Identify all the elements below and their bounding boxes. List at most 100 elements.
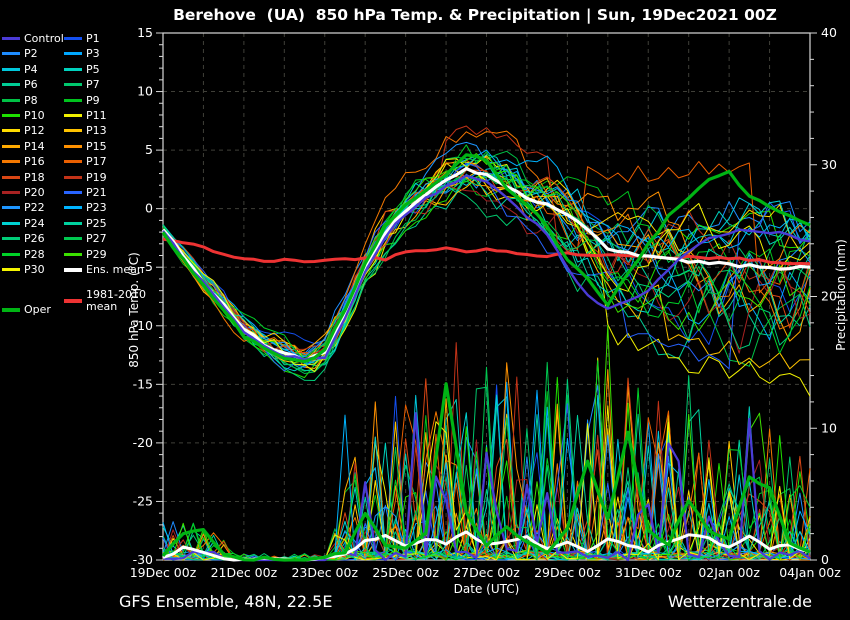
legend-label: P18 [24, 170, 45, 184]
legend-item-member: P12 [2, 125, 45, 136]
legend-item-member: P11 [64, 110, 107, 121]
legend-swatch [64, 298, 82, 303]
legend-swatch [64, 237, 82, 241]
legend-label: P17 [86, 155, 107, 169]
legend-swatch [64, 67, 82, 71]
legend-item-member: P15 [64, 141, 107, 152]
legend-item-member: P27 [64, 233, 107, 244]
legend-label: P8 [24, 93, 38, 107]
legend-label: P15 [86, 139, 107, 153]
legend-label: P7 [86, 78, 100, 92]
legend-label: P24 [24, 216, 45, 230]
temp-member-line [162, 130, 811, 356]
chart-title: Berehove (UA) 850 hPa Temp. & Precipitat… [173, 6, 777, 24]
y-left-tick-label: -5 [141, 259, 153, 274]
y-left-tick-label: -20 [133, 435, 153, 450]
legend-item-member: P23 [64, 202, 107, 213]
legend-label: P25 [86, 216, 107, 230]
legend-swatch [64, 175, 82, 179]
x-tick-label: 29Dec 00z [534, 565, 601, 580]
legend-swatch [64, 52, 82, 56]
legend-label: P16 [24, 155, 45, 169]
legend-label: P3 [86, 47, 100, 61]
legend-swatch [2, 191, 20, 194]
legend-swatch [64, 206, 82, 210]
legend-item-clim-mean: 1981-2010 mean [64, 288, 146, 313]
legend-label: Control [24, 32, 64, 45]
legend-swatch [64, 37, 82, 40]
y-right-tick-label: 40 [821, 25, 837, 40]
legend-swatch [64, 160, 82, 164]
legend-item-member: P3 [64, 48, 100, 59]
legend-swatch [64, 267, 82, 272]
legend-label: P29 [86, 247, 107, 261]
legend-swatch [2, 67, 20, 71]
y-left-tick-label: 0 [145, 201, 153, 216]
legend-item-member: P8 [2, 95, 38, 106]
left-axis-label: 850 hPa Temp. (°C) [127, 252, 141, 368]
temp-member-line [162, 153, 811, 364]
legend-item-member: Control [2, 33, 64, 44]
legend-label: P19 [86, 170, 107, 184]
legend-swatch [2, 52, 20, 56]
legend-item-member: P16 [2, 156, 45, 167]
legend-label: P14 [24, 139, 45, 153]
x-tick-label: 27Dec 00z [453, 565, 520, 580]
legend-label: P26 [24, 232, 45, 246]
legend-swatch [2, 160, 20, 164]
y-left-tick-label: -25 [133, 493, 153, 508]
legend-label: P9 [86, 93, 100, 107]
x-tick-label: 02Jan 00z [698, 565, 760, 580]
legend-label: P27 [86, 232, 107, 246]
legend-swatch [64, 114, 82, 117]
legend-swatch [2, 129, 20, 133]
legend-swatch [64, 144, 82, 148]
legend-swatch [2, 268, 20, 271]
x-tick-label: 04Jan 00z [779, 565, 841, 580]
legend-label: P11 [86, 109, 107, 122]
temp-member-line [162, 176, 811, 361]
x-tick-label: 31Dec 00z [615, 565, 682, 580]
y-left-tick-label: 10 [137, 84, 153, 99]
legend-item-member: P14 [2, 141, 45, 152]
legend-item-member: P24 [2, 218, 45, 229]
y-left-tick-label: -10 [133, 318, 153, 333]
legend-label: P2 [24, 47, 38, 61]
y-left-tick-label: 5 [145, 142, 153, 157]
temp-member-line [162, 163, 811, 345]
legend-swatch [2, 221, 20, 225]
legend-swatch [64, 98, 82, 102]
legend-swatch [2, 175, 20, 179]
legend-item-member: P9 [64, 95, 100, 106]
legend-item-oper: Oper [2, 304, 51, 315]
legend-item-member: P30 [2, 264, 45, 275]
legend-swatch [2, 144, 20, 148]
legend-swatch [2, 98, 20, 102]
temp-member-line [162, 184, 811, 365]
legend-swatch [2, 114, 20, 117]
legend-item-member: P4 [2, 64, 38, 75]
legend-swatch [2, 252, 20, 256]
x-tick-label: 21Dec 00z [211, 565, 278, 580]
legend-item-ens-mean: Ens. mean [64, 264, 144, 275]
legend-swatch [64, 221, 82, 225]
legend-item-member: P29 [64, 249, 107, 260]
footer-model-info: GFS Ensemble, 48N, 22.5E [119, 592, 333, 611]
legend-item-member: P1 [64, 33, 100, 44]
legend-label: P22 [24, 201, 45, 215]
legend-item-member: P25 [64, 218, 107, 229]
legend-item-member: P18 [2, 172, 45, 183]
temp-member-line [162, 162, 811, 372]
legend-label: P1 [86, 32, 100, 45]
legend-item-member: P13 [64, 125, 107, 136]
legend-swatch [64, 83, 82, 87]
y-left-tick-label: -30 [133, 552, 153, 567]
footer-site-name: Wetterzentrale.de [667, 592, 812, 611]
y-right-tick-label: 10 [821, 420, 837, 435]
temp-member-line [162, 170, 811, 379]
control-temp-line [162, 174, 811, 361]
y-left-tick-label: 15 [137, 25, 153, 40]
legend-label: P23 [86, 201, 107, 215]
